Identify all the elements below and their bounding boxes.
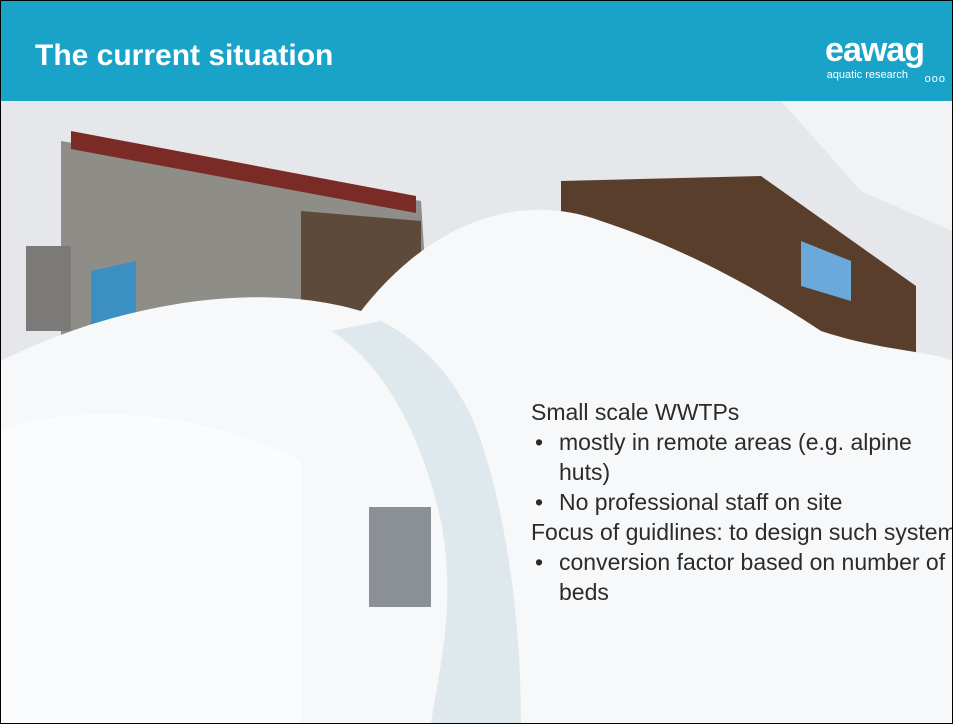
- header: The current situation eawag aquatic rese…: [1, 1, 952, 101]
- bullet-item: conversion factor based on number of bed…: [531, 547, 953, 607]
- body-text: Small scale WWTPsmostly in remote areas …: [531, 397, 953, 607]
- bullet-item: mostly in remote areas (e.g. alpine huts…: [531, 427, 953, 487]
- text-heading: Small scale WWTPs: [531, 397, 953, 427]
- logo-name: eawag: [825, 31, 924, 70]
- bullet-item: No professional staff on site: [531, 487, 953, 517]
- slide: The current situation eawag aquatic rese…: [0, 0, 953, 724]
- logo-dots: ooo: [925, 73, 946, 85]
- slide-title: The current situation: [35, 39, 333, 73]
- logo-tagline: aquatic research: [827, 69, 908, 81]
- text-heading: Focus of guidlines: to design such syste…: [531, 517, 953, 547]
